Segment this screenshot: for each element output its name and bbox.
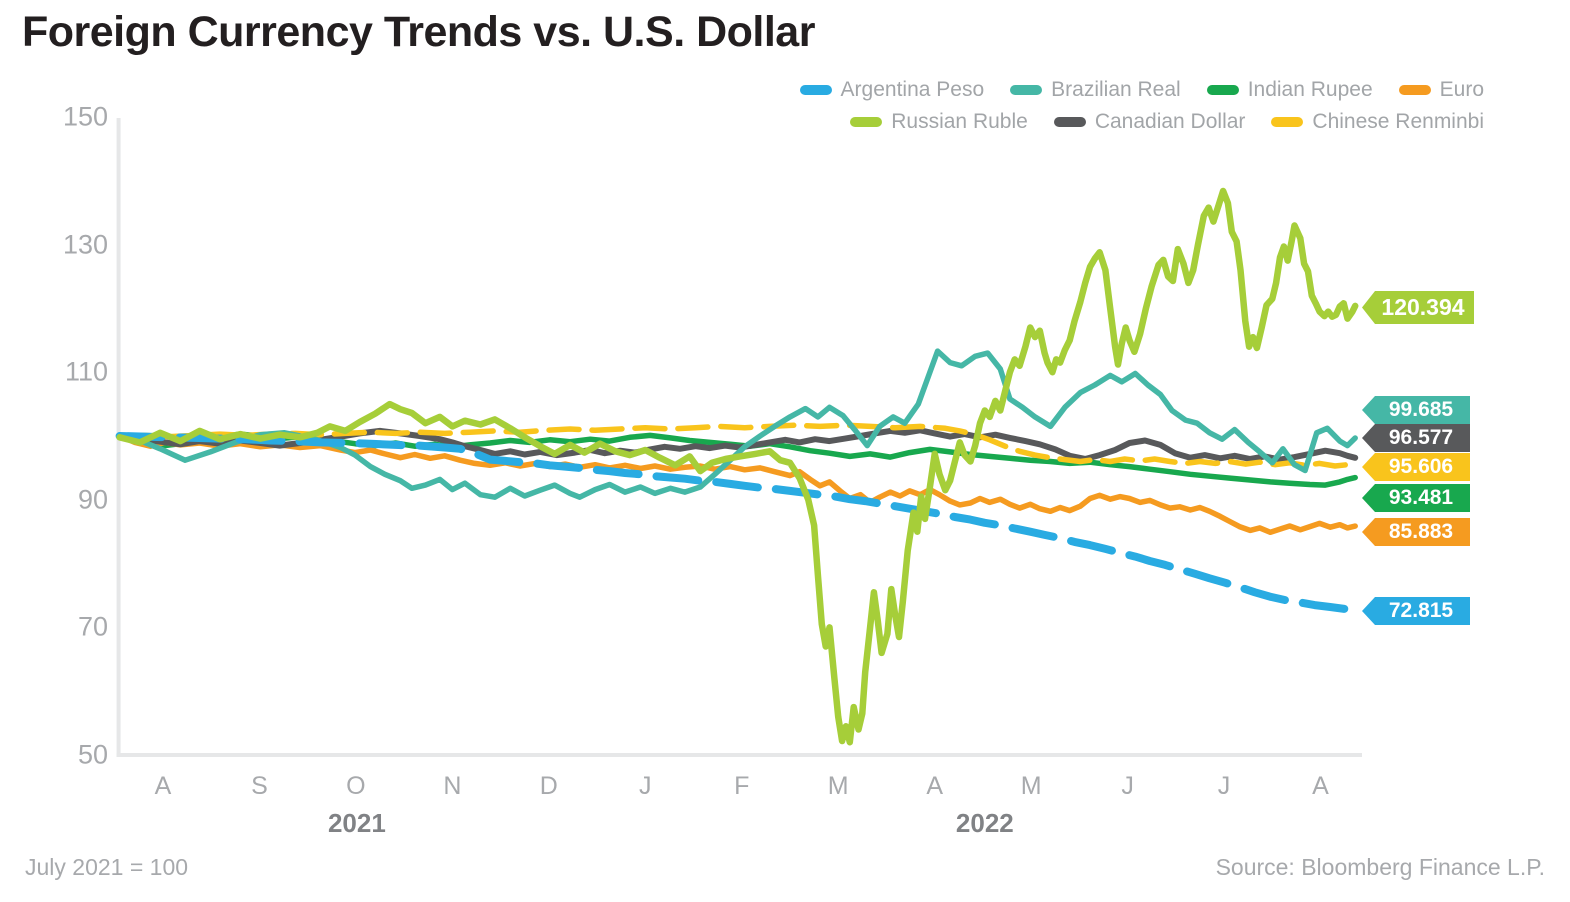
- month-tick-label: J: [639, 772, 652, 800]
- legend-item-label: Russian Ruble: [891, 110, 1028, 133]
- value-tag-chinese-renminbi: 95.606: [1362, 453, 1470, 481]
- year-label-2022: 2022: [955, 808, 1014, 838]
- month-tick-label: O: [346, 772, 366, 800]
- legend-swatch-icon: [1398, 85, 1431, 95]
- legend-item-label: Canadian Dollar: [1094, 110, 1246, 133]
- legend-swatch-icon: [1053, 117, 1086, 127]
- y-tick-label: 50: [77, 739, 108, 770]
- line-chinese-renminbi: [116, 422, 1358, 469]
- month-tick-label: S: [251, 772, 268, 800]
- legend-item: Brazilian Real: [1010, 78, 1181, 102]
- legend-swatch-icon: [799, 85, 832, 95]
- source-credit: Source: Bloomberg Finance L.P.: [1215, 854, 1545, 880]
- legend-swatch-icon: [1271, 117, 1304, 127]
- y-tick-label: 70: [77, 611, 108, 642]
- index-footnote: July 2021 = 100: [25, 854, 189, 880]
- legend-item: Euro: [1398, 78, 1484, 102]
- legend-row: Russian Ruble Canadian Dollar Chinese Renm…: [850, 110, 1484, 134]
- chart-title: Foreign Currency Trends vs. U.S. Dollar: [22, 8, 815, 56]
- legend-item: Indian Rupee: [1206, 78, 1373, 102]
- legend-item-label: Argentina Peso: [840, 78, 985, 101]
- line-russian-ruble: [116, 187, 1359, 746]
- line-brazilian-real: [116, 348, 1358, 500]
- month-tick-label: N: [443, 772, 462, 800]
- month-tick-label: D: [539, 772, 558, 800]
- value-tag-canadian-dollar: 96.577: [1362, 424, 1470, 452]
- y-tick-label: 150: [62, 101, 108, 132]
- legend-swatch-icon: [850, 117, 883, 127]
- month-tick-label: A: [926, 772, 944, 800]
- legend-item-label: Brazilian Real: [1051, 78, 1181, 101]
- month-tick-label: J: [1121, 772, 1134, 800]
- legend-item: Chinese Renminbi: [1271, 110, 1484, 134]
- legend-item-label: Euro: [1439, 78, 1484, 101]
- legend-item: Argentina Peso: [799, 78, 985, 102]
- month-tick-label: M: [1020, 772, 1042, 800]
- value-tag-euro: 85.883: [1362, 518, 1470, 546]
- month-tick-label: A: [154, 772, 172, 800]
- y-tick-label: 90: [77, 484, 108, 515]
- legend: Argentina Peso Brazilian Real Indian Rupee…: [799, 78, 1484, 134]
- month-tick-label: M: [827, 772, 849, 800]
- legend-item: Russian Ruble: [850, 110, 1028, 134]
- legend-item-label: Chinese Renminbi: [1312, 110, 1484, 133]
- y-tick-label: 110: [64, 356, 108, 387]
- legend-item-label: Indian Rupee: [1247, 78, 1373, 101]
- legend-item: Canadian Dollar: [1053, 110, 1246, 134]
- month-tick-label: F: [734, 772, 750, 800]
- month-tick-label: A: [1312, 772, 1329, 800]
- legend-swatch-icon: [1010, 85, 1043, 95]
- value-tag-russian-ruble: 120.394: [1362, 291, 1474, 324]
- value-tag-brazilian-real: 99.685: [1362, 396, 1470, 424]
- value-tag-indian-rupee: 93.481: [1362, 484, 1470, 512]
- year-label-2021: 2021: [327, 808, 386, 838]
- month-tick-label: J: [1217, 772, 1231, 800]
- legend-swatch-icon: [1206, 85, 1239, 95]
- value-tag-argentina-peso: 72.815: [1362, 597, 1470, 625]
- y-tick-label: 130: [62, 229, 108, 260]
- legend-row: Argentina Peso Brazilian Real Indian Rupee…: [799, 78, 1484, 102]
